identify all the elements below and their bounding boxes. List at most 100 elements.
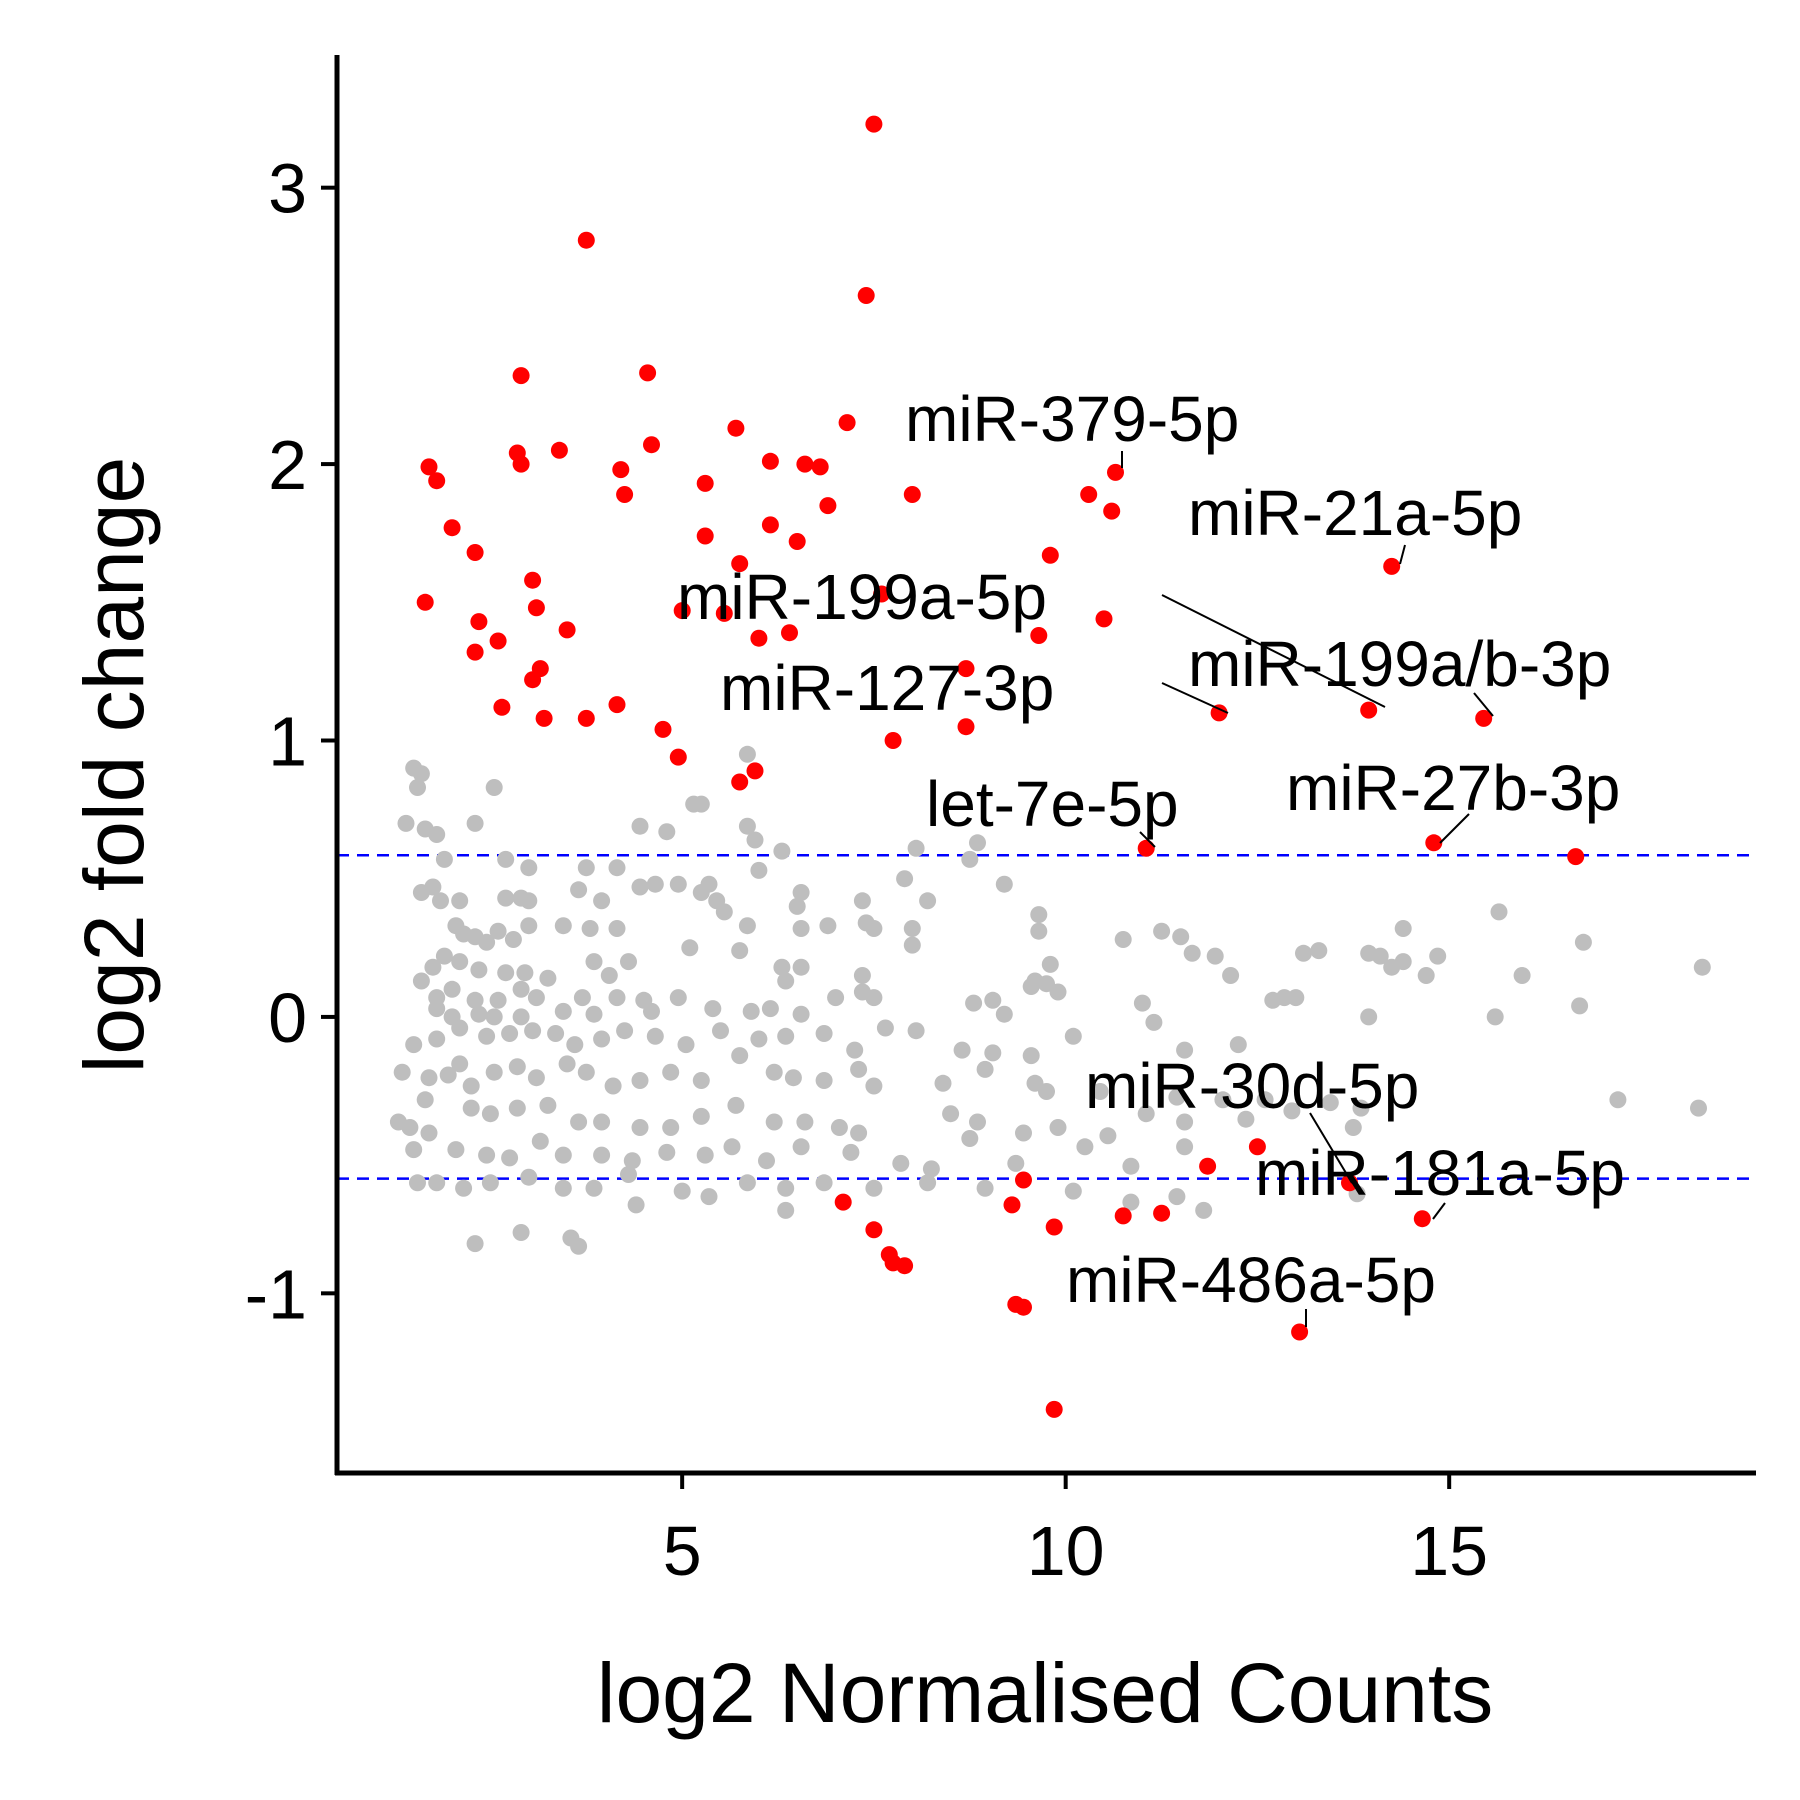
y-tick-label: 0: [268, 979, 307, 1057]
non-significant-point: [420, 1124, 438, 1142]
significant-point: [669, 748, 687, 766]
non-significant-point: [643, 1002, 660, 1020]
non-significant-point: [865, 920, 883, 937]
significant-point: [527, 599, 545, 617]
leader-mir-199a-5p: [1161, 594, 1386, 708]
significant-point: [715, 604, 733, 622]
significant-point: [731, 555, 749, 573]
non-significant-point: [984, 1044, 1002, 1062]
significant-point: [1210, 704, 1228, 722]
non-significant-point: [593, 1146, 611, 1164]
non-significant-point: [942, 1105, 960, 1123]
non-significant-point: [570, 881, 588, 899]
non-significant-point: [455, 1179, 473, 1197]
significant-point: [819, 497, 837, 515]
non-significant-point: [1394, 953, 1412, 971]
significant-point: [896, 1257, 914, 1275]
label-mir-199a-b-3p: miR-199a/b-3p: [1188, 628, 1611, 700]
non-significant-point: [853, 892, 871, 910]
leader-mir-21a-5p: [1399, 544, 1406, 565]
non-significant-point: [646, 1027, 664, 1045]
non-significant-point: [585, 953, 603, 971]
significant-point: [1248, 1138, 1266, 1156]
non-significant-point: [428, 1000, 446, 1018]
non-significant-point: [696, 1146, 714, 1164]
data-points: [389, 115, 1711, 1418]
significant-point: [489, 632, 507, 650]
non-significant-point: [428, 826, 446, 843]
non-significant-point: [451, 953, 469, 971]
non-significant-point: [715, 903, 733, 921]
significant-point: [524, 571, 542, 589]
non-significant-point: [631, 878, 649, 896]
non-significant-point: [1321, 1094, 1339, 1112]
non-significant-point: [903, 936, 921, 954]
non-significant-point: [593, 1113, 611, 1131]
non-significant-point: [1283, 1102, 1301, 1120]
non-significant-point: [435, 947, 453, 965]
non-significant-point: [554, 1146, 572, 1164]
non-significant-point: [1049, 1119, 1067, 1136]
label-mir-181a-5p: miR-181a-5p: [1255, 1137, 1625, 1209]
non-significant-point: [462, 1099, 480, 1117]
non-significant-point: [919, 1174, 937, 1192]
non-significant-point: [1038, 1083, 1055, 1100]
significant-point: [1003, 1196, 1021, 1214]
non-significant-point: [1137, 1105, 1155, 1123]
non-significant-point: [961, 1130, 979, 1147]
significant-point: [512, 367, 530, 385]
non-significant-point: [788, 897, 806, 915]
non-significant-point: [600, 967, 618, 984]
non-significant-point: [692, 795, 710, 813]
significant-point: [865, 1221, 883, 1239]
significant-point: [761, 452, 779, 470]
non-significant-point: [815, 1025, 833, 1042]
non-significant-point: [409, 779, 426, 796]
non-significant-point: [485, 1063, 503, 1081]
non-significant-point: [846, 1041, 864, 1059]
non-significant-point: [658, 1143, 676, 1161]
non-significant-point: [731, 942, 749, 960]
significant-point: [1413, 1210, 1431, 1228]
non-significant-point: [466, 991, 484, 1009]
non-significant-point: [704, 1000, 722, 1018]
non-significant-point: [1571, 997, 1589, 1015]
significant-point: [673, 602, 691, 620]
label-mir-127-3p: miR-127-3p: [720, 652, 1054, 724]
significant-point: [1045, 1400, 1063, 1418]
non-significant-point: [539, 969, 557, 987]
non-significant-point: [416, 1091, 434, 1109]
non-significant-point: [478, 1027, 496, 1045]
non-significant-point: [984, 991, 1002, 1009]
non-significant-point: [738, 917, 756, 935]
non-significant-point: [631, 1119, 649, 1136]
non-significant-point: [731, 1047, 749, 1065]
non-significant-point: [462, 1077, 480, 1095]
leader-mir-30d-5p: [1309, 1112, 1353, 1184]
significant-point: [535, 709, 553, 727]
significant-point: [550, 441, 568, 459]
significant-point: [1114, 1207, 1132, 1225]
leader-let-7e-5p: [1139, 831, 1156, 848]
non-significant-point: [1122, 1157, 1140, 1175]
non-significant-point: [738, 745, 756, 763]
non-significant-point: [1344, 1119, 1362, 1136]
non-significant-point: [700, 875, 718, 893]
significant-point: [696, 474, 714, 492]
significant-point: [696, 527, 714, 545]
significant-point: [643, 436, 660, 454]
non-significant-point: [922, 1160, 940, 1178]
non-significant-point: [792, 884, 810, 901]
non-significant-point: [631, 1072, 649, 1089]
non-significant-point: [750, 1030, 768, 1048]
non-significant-point: [1064, 1182, 1082, 1200]
non-significant-point: [623, 1152, 641, 1170]
non-significant-point: [1256, 1091, 1274, 1109]
significant-point: [1045, 1218, 1063, 1236]
significant-point: [838, 414, 856, 432]
non-significant-point: [903, 920, 921, 937]
non-significant-point: [608, 920, 626, 937]
significant-point: [781, 624, 798, 642]
non-significant-point: [738, 817, 756, 835]
